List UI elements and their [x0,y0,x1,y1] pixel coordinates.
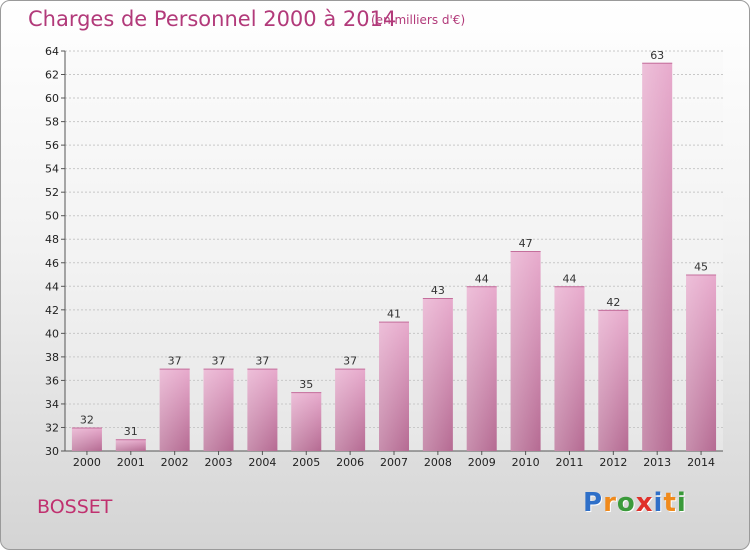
logo-letter: P [583,488,604,518]
x-tick-label: 2000 [73,456,101,469]
x-tick-label: 2009 [468,456,496,469]
bars [71,62,717,451]
value-label: 37 [255,355,269,368]
logo-letter: i [653,488,664,518]
value-label: 42 [606,296,620,309]
y-tick-label: 32 [45,421,59,434]
x-tick-label: 2007 [380,456,408,469]
value-label: 44 [562,272,576,285]
y-tick-label: 46 [45,257,59,270]
x-tick-label: 2011 [555,456,583,469]
value-label: 37 [212,355,226,368]
y-tick-label: 34 [45,398,59,411]
logo-letter: o [616,488,636,518]
value-label: 63 [650,49,664,62]
logo-letter: x [635,488,654,518]
x-tick-label: 2004 [248,456,276,469]
value-label: 37 [343,355,357,368]
x-tick-label: 2014 [687,456,715,469]
y-tick-label: 64 [45,45,59,58]
x-tick-label: 2013 [643,456,671,469]
logo-letter: i [676,488,687,518]
y-tick-label: 54 [45,163,59,176]
y-tick-label: 52 [45,186,59,199]
commune-name: BOSSET [37,496,113,518]
x-tick-label: 2010 [512,456,540,469]
x-tick-label: 2005 [292,456,320,469]
bar-highlight [598,309,629,451]
bar-highlight [642,62,673,451]
y-tick-label: 48 [45,233,59,246]
proxiti-logo: Proxiti [583,488,687,518]
y-tick-label: 36 [45,374,59,387]
x-tick-label: 2003 [205,456,233,469]
logo-letter: r [603,488,617,518]
y-tick-label: 50 [45,210,59,223]
x-tick-label: 2006 [336,456,364,469]
bar-highlight [247,368,278,451]
y-tick-label: 56 [45,139,59,152]
bar-highlight [115,439,146,451]
bar-highlight [203,368,234,451]
logo-letter: t [663,488,677,518]
value-label: 43 [431,284,445,297]
bar-highlight [71,427,102,451]
bar-highlight [554,286,585,451]
bar-highlight [335,368,366,451]
y-tick-label: 62 [45,69,59,82]
bar-highlight [686,274,717,451]
value-label: 41 [387,308,401,321]
value-label: 47 [519,237,533,250]
bar-highlight [510,251,541,451]
value-label: 45 [694,261,708,274]
value-label: 31 [124,425,138,438]
y-tick-label: 30 [45,445,59,458]
y-tick-label: 40 [45,327,59,340]
value-label: 35 [299,378,313,391]
bar-highlight [379,321,409,451]
y-tick-label: 42 [45,304,59,317]
bar-highlight [466,286,497,451]
chart-subtitle: (en milliers d'€) [371,13,466,27]
value-label: 32 [80,413,94,426]
y-tick-label: 38 [45,351,59,364]
chart-title: Charges de Personnel 2000 à 2014 [28,7,397,31]
value-label: 44 [475,272,489,285]
y-tick-label: 58 [45,116,59,129]
bar-highlight [422,298,453,451]
labels: 30 32 34 36 38 40 42 44 46 48 50 52 54 56 58 60 62 64 32 20… [45,45,715,469]
value-label: 37 [168,355,182,368]
x-tick-label: 2012 [599,456,627,469]
bar-highlight [159,368,190,451]
x-tick-label: 2002 [161,456,189,469]
x-tick-label: 2001 [117,456,145,469]
bar-highlight [291,392,322,451]
y-tick-label: 60 [45,92,59,105]
y-tick-label: 44 [45,280,59,293]
x-tick-label: 2008 [424,456,452,469]
